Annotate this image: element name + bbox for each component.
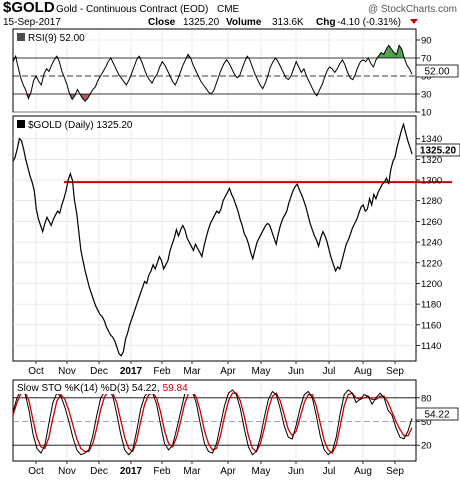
x-axis-label: Dec: [90, 466, 108, 477]
x-axis-label: Sep: [386, 466, 404, 477]
change-label: Chg: [316, 17, 335, 28]
price-line: [12, 122, 413, 357]
x-axis-label: Jul: [323, 466, 336, 477]
stochastic-legend-label: Slow STO %K(14) %D(3) 54.22, 59.84: [17, 383, 188, 394]
stochastic-legend-bg: [14, 382, 210, 394]
rsi-legend-swatch: [17, 33, 25, 41]
x-axis-label: Dec: [90, 366, 108, 377]
y-tick-label: 1340: [421, 134, 442, 145]
x-axis-label: Aug: [354, 366, 372, 377]
x-axis-label: Apr: [220, 366, 236, 377]
price-legend-swatch: [17, 120, 25, 128]
rsi-legend-bg: [14, 31, 78, 43]
rsi-legend-label: RSI(9) 52.00: [28, 33, 85, 44]
price-legend-label: $GOLD (Daily) 1325.20: [28, 120, 133, 131]
x-axis-label: Aug: [354, 466, 372, 477]
x-axis-label: Mar: [183, 366, 201, 377]
x-axis-label: Jun: [288, 466, 304, 477]
rsi-panel-frame: [12, 28, 417, 113]
rsi-overbought-fill: [185, 54, 189, 58]
price-last-value-box: [415, 143, 460, 157]
stochastic-last-value-box: [415, 407, 459, 421]
volume-value: 313.6K: [272, 17, 304, 28]
rsi-panel: 1030507090 RSI(9) 52.00 52.00: [12, 28, 459, 119]
down-arrow-icon: [410, 19, 418, 24]
x-axis-label: 2017: [120, 466, 143, 477]
stochastic-legend-d-value: 59.84: [163, 383, 188, 394]
price-panel-frame: [12, 115, 417, 362]
stochastic-d-line: [12, 390, 413, 455]
x-axis-label: Mar: [183, 466, 201, 477]
y-tick-label: 20: [421, 441, 432, 452]
y-tick-label: 90: [421, 36, 432, 47]
x-axis-label: Jul: [323, 366, 336, 377]
y-tick-label: 1180: [421, 300, 441, 311]
y-tick-label: 30: [421, 90, 432, 101]
y-tick-label: 80: [421, 393, 432, 404]
y-tick-label: 1300: [421, 176, 442, 187]
y-tick-label: 50: [421, 417, 432, 428]
y-tick-label: 70: [421, 54, 432, 65]
stochastic-last-value: 54.22: [424, 410, 449, 421]
y-tick-label: 1140: [421, 341, 441, 352]
x-axis-label: Sep: [386, 366, 404, 377]
x-axis-label: Feb: [153, 366, 171, 377]
x-axis-label: Oct: [28, 366, 44, 377]
x-axis-label: Feb: [153, 466, 171, 477]
y-tick-label: 1220: [421, 258, 442, 269]
price-legend-bg: [14, 118, 139, 130]
price-last-value: 1325.20: [420, 146, 457, 157]
chart-instrument-name: Gold - Continuous Contract (EOD): [56, 4, 208, 15]
x-axis-label: Apr: [220, 466, 236, 477]
y-tick-label: 1280: [421, 196, 442, 207]
y-tick-label: 1160: [421, 320, 441, 331]
price-x-axis: Oct Nov Dec 2017 Feb Mar Apr May Jun Jul Aug Sep: [28, 361, 404, 377]
chart-symbol: $GOLD: [3, 0, 55, 16]
stockcharts-watermark: @ StockCharts.com: [368, 4, 457, 15]
y-tick-label: 1240: [421, 238, 442, 249]
y-tick-label: 10: [421, 108, 432, 119]
x-axis-label: May: [252, 366, 271, 377]
chart-exchange: CME: [217, 4, 240, 15]
stochastic-x-axis: Oct Nov Dec 2017 Feb Mar Apr May Jun Jul Aug Sep: [28, 461, 404, 477]
volume-label: Volume: [226, 17, 262, 28]
close-label: Close: [148, 17, 176, 28]
y-tick-label: 1260: [421, 217, 442, 228]
change-value: -4.10 (-0.31%): [337, 17, 401, 28]
y-tick-label: 1320: [421, 155, 442, 166]
close-value: 1325.20: [183, 17, 220, 28]
x-axis-label: 2017: [120, 366, 143, 377]
rsi-oversold-fill: [85, 94, 88, 102]
x-axis-label: May: [252, 466, 271, 477]
rsi-last-value-box: [415, 64, 459, 78]
rsi-last-value: 52.00: [424, 67, 449, 78]
x-axis-label: Jun: [288, 366, 304, 377]
x-axis-label: Oct: [28, 466, 44, 477]
rsi-overbought-fill: [391, 49, 394, 58]
x-axis-label: Nov: [58, 366, 76, 377]
rsi-line: [12, 44, 413, 102]
rsi-oversold-fill: [82, 94, 86, 102]
stochastic-panel: 20 50 80 Slow STO %K(14) %D(3) 54.22, 59.84…: [12, 379, 459, 462]
stochastic-k-line: [12, 389, 413, 456]
y-tick-label: 1200: [421, 279, 442, 290]
stochastic-legend-prefix: Slow STO %K(14) %D(3) 54.22,: [17, 383, 160, 394]
chart-date: 15-Sep-2017: [3, 17, 61, 28]
x-axis-label: Nov: [58, 466, 76, 477]
price-panel: 1140 1160 1180 1200 1220 1240 1260 1280 1300 1320…: [12, 115, 460, 362]
